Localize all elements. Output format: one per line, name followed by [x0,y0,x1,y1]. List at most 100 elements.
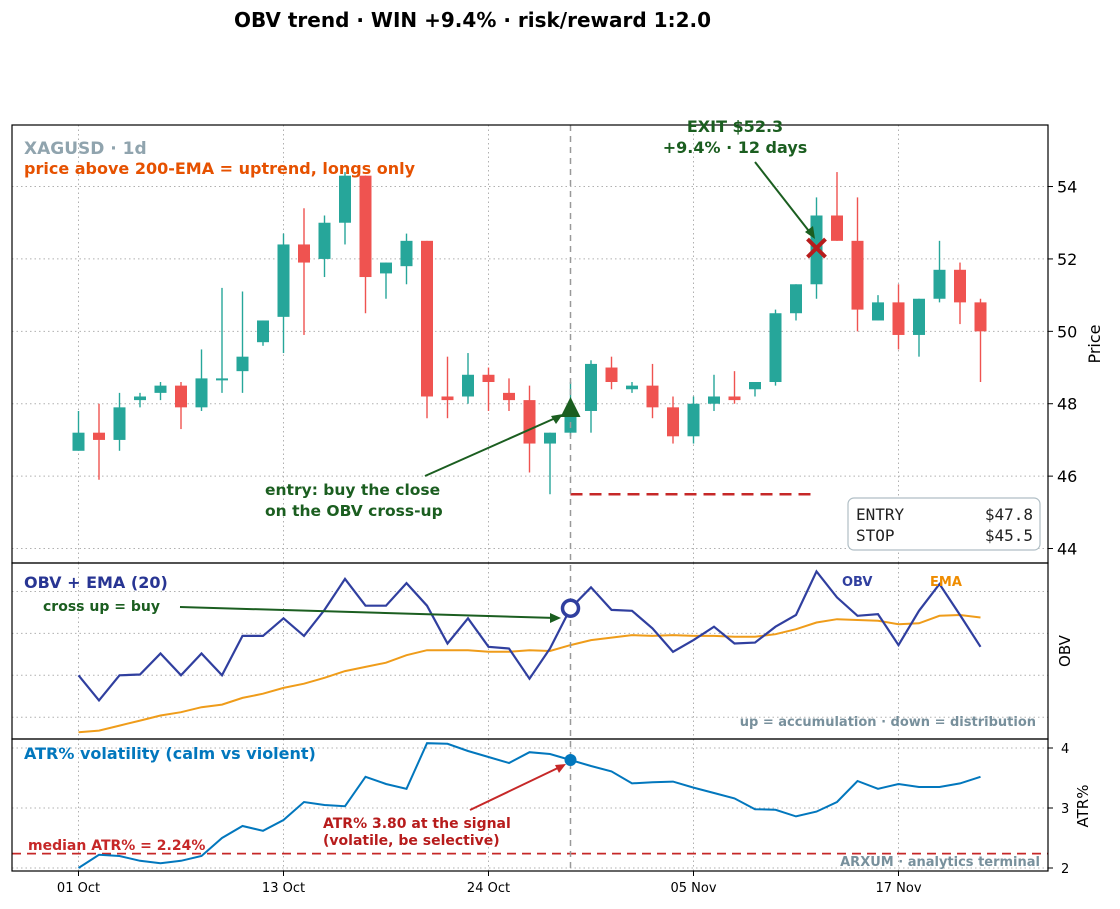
candle-body [667,407,679,437]
candle-body [134,396,146,401]
candle-body [851,240,864,310]
x-tick-label: 24 Oct [467,881,510,896]
candle-body [523,400,536,444]
obv-axis-label: OBV [1056,634,1074,667]
entry-note-line1: entry: buy the close [265,481,440,499]
atr-ytick-label: 2 [1061,862,1069,877]
obv-lines [77,569,982,734]
candle-body [462,374,474,397]
atr-lines [12,742,1048,869]
candle-body [277,244,290,317]
price-ytick-label: 52 [1057,250,1077,269]
candle-body [359,175,372,278]
candle-body [626,385,638,390]
brand-label: ARXUM · analytics terminal [840,855,1040,870]
chart-title: OBV trend · WIN +9.4% · risk/reward 1:2.… [233,8,711,32]
atr-signal-marker [564,754,577,766]
entry-arrow [424,415,561,477]
atr-ytick-label: 3 [1061,802,1069,817]
trade-box-stop-value: $45.5 [985,526,1033,545]
trade-box-stop-label: STOP [856,526,895,545]
entry-note-line2: on the OBV cross-up [265,502,443,520]
atr-signal-note-line1: ATR% 3.80 at the signal [323,816,511,832]
candle-body [154,385,167,393]
candle-body [72,432,85,451]
candle-body [216,378,228,381]
candle-body [892,302,905,335]
trade-box [847,497,1041,551]
obv-panel-title: OBV + EMA (20) [24,573,168,592]
candle-body [257,320,269,343]
atr-panel-frame [11,738,1049,872]
x-tick-label: 01 Oct [57,881,100,896]
x-tick-label: 13 Oct [262,881,305,896]
candle-body [380,262,392,274]
symbol-label: XAGUSD · 1d [24,139,147,159]
candle-body [585,363,597,411]
exit-note-line2: +9.4% · 12 days [663,138,808,157]
candle-body [195,378,208,408]
candle-body [236,356,249,372]
trade-box-entry-label: ENTRY [856,505,905,524]
ema-legend-label: EMA [930,575,962,590]
candles [72,172,987,495]
candle-body [482,374,495,383]
price-axis-label: Price [1085,324,1104,363]
candle-body [872,302,884,321]
obv-cross-marker [560,598,581,619]
entry-arrowhead [551,414,563,424]
atr-ytick-label: 4 [1061,742,1069,757]
candle-body [421,240,433,397]
candle-body [769,313,782,383]
candle-body [503,392,515,401]
candle-body [318,222,331,259]
markers [560,237,827,766]
candle-body [728,396,741,401]
obv-footnote: up = accumulation · down = distribution [740,715,1036,730]
obv-line [77,569,982,703]
price-panel-frame [11,124,1049,564]
cross-up-label: cross up = buy [43,599,160,615]
x-ticks: 01 Oct 13 Oct 24 Oct 05 Nov 17 Nov [57,871,922,896]
price-ytick-label: 44 [1057,540,1077,559]
price-ytick-label: 54 [1057,178,1077,197]
candle-body [93,432,105,440]
cross-up-arrowhead [550,613,561,623]
candle-body [400,240,413,267]
entry-marker [560,396,581,417]
candle-body [749,382,761,390]
candle-body [831,215,843,241]
price-ytick-label: 50 [1057,322,1077,341]
candle-body [933,269,946,299]
candle-body [954,269,966,303]
exit-note-line1: EXIT $52.3 [687,117,783,136]
price-yticks: 44 46 48 50 52 54 [1048,178,1077,559]
atr-axis-label: ATR% [1074,785,1092,828]
cross-up-arrow [179,606,557,619]
x-tick-label: 17 Nov [875,881,921,896]
atr-grid [12,739,1048,871]
trade-box-entry-value: $47.8 [985,505,1033,524]
candle-body [298,244,310,263]
ema-line [78,613,981,734]
atr-panel-title: ATR% volatility (calm vs violent) [24,744,316,763]
atr-signal-note-line2: (volatile, be selective) [323,833,500,849]
atr-yticks: 2 3 4 [1048,742,1069,877]
obv-legend-label: OBV [842,575,873,590]
candle-body [175,385,187,408]
x-tick-label: 05 Nov [670,881,716,896]
atr-signal-arrow [469,765,563,811]
candle-body [113,407,126,440]
atr-signal-arrowhead [555,764,566,773]
candle-body [974,302,987,332]
candle-body [687,403,700,437]
exit-arrowhead [805,226,815,239]
candle-body [646,385,659,408]
candle-body [339,175,351,223]
candle-body [708,396,720,404]
obv-grid [12,563,1048,739]
median-atr-label: median ATR% = 2.24% [28,838,205,854]
candle-body [790,284,802,314]
candle-body [913,298,925,335]
